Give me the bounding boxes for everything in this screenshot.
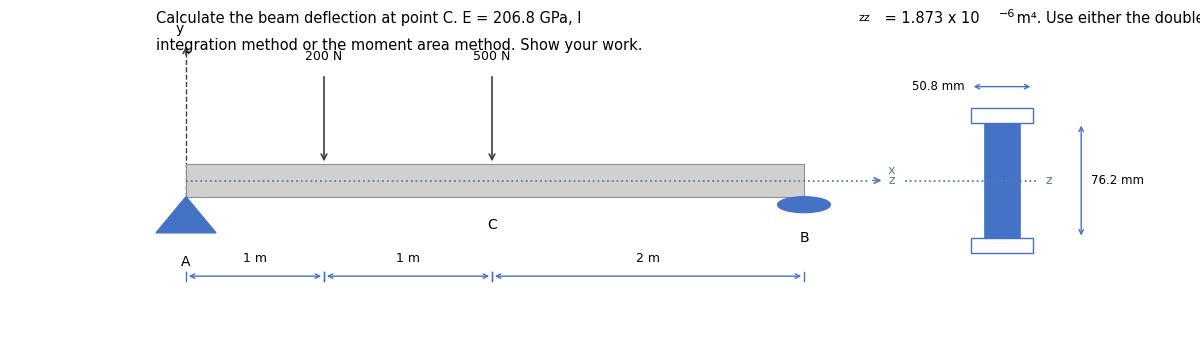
Polygon shape [156, 197, 216, 233]
Bar [186, 164, 804, 197]
Text: 1 m: 1 m [396, 252, 420, 265]
Text: −6: −6 [998, 9, 1015, 19]
Text: A: A [181, 255, 191, 269]
Text: 1 m: 1 m [244, 252, 266, 265]
Text: y: y [176, 22, 184, 36]
Text: zz: zz [859, 13, 870, 23]
Text: 50.8 mm: 50.8 mm [912, 80, 965, 93]
Bar [971, 108, 1033, 123]
Text: = 1.873 x 10: = 1.873 x 10 [880, 11, 979, 26]
Text: 2 m: 2 m [636, 252, 660, 265]
Text: x: x [888, 164, 895, 177]
Text: 500 N: 500 N [473, 50, 511, 63]
Text: 76.2 mm: 76.2 mm [1091, 174, 1144, 187]
Text: m⁴. Use either the double: m⁴. Use either the double [1012, 11, 1200, 26]
Text: integration method or the moment area method. Show your work.: integration method or the moment area me… [156, 38, 642, 53]
Text: z: z [889, 174, 895, 187]
Bar [971, 238, 1033, 253]
Text: z: z [1045, 174, 1051, 187]
Circle shape [778, 197, 830, 213]
Text: B: B [799, 231, 809, 245]
Text: Calculate the beam deflection at point C. E = 206.8 GPa, I: Calculate the beam deflection at point C… [156, 11, 582, 26]
Bar [984, 123, 1020, 238]
Text: C: C [487, 218, 497, 232]
Text: 200 N: 200 N [305, 50, 343, 63]
